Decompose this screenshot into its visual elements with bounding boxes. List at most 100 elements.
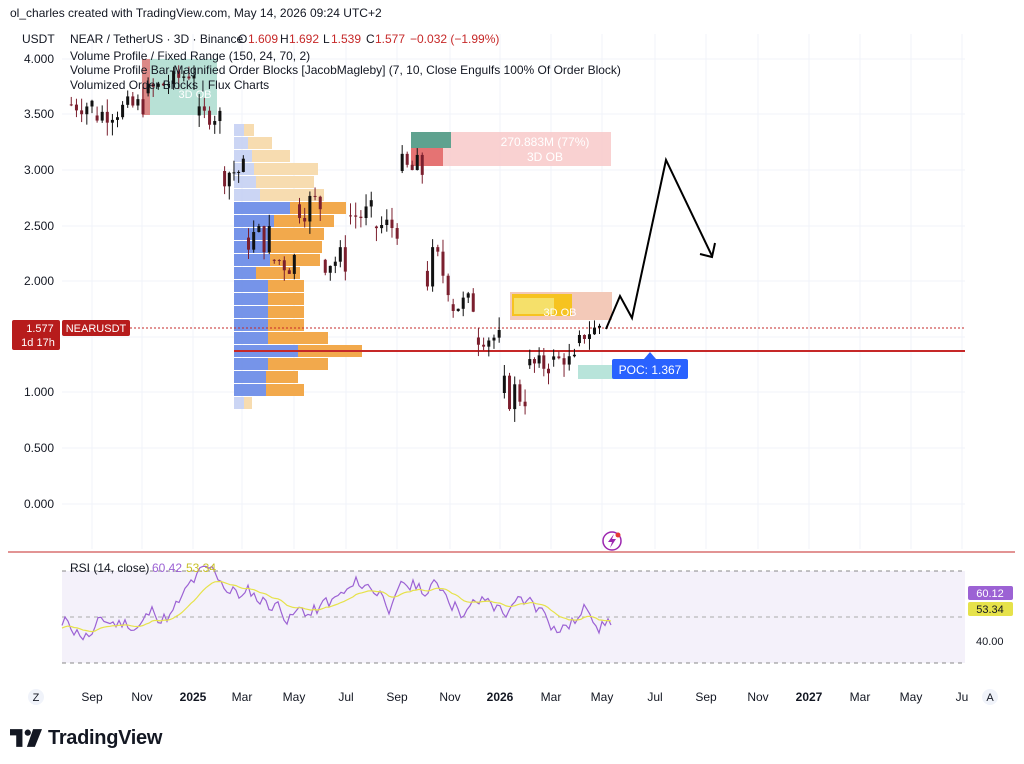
tradingview-logo: TradingView [10, 726, 162, 750]
order-block-low [578, 365, 614, 379]
candle-body [167, 83, 170, 86]
candle-body [237, 171, 241, 173]
candle-body [415, 154, 419, 171]
order-block-top-sub: 3D OB [527, 150, 563, 164]
candle-body [318, 196, 322, 210]
candle-body [436, 247, 440, 252]
candle-body [567, 356, 571, 365]
auto-scale-button[interactable]: A [982, 689, 998, 705]
order-blocks: 3D OB 270.883M (77%) 3D OB 3D OB [142, 59, 614, 379]
price-tick-3500: 3.500 [24, 107, 54, 121]
svg-text:40.00: 40.00 [976, 636, 1004, 648]
candle-body [395, 228, 399, 239]
candle-body [303, 217, 307, 222]
candle-body [308, 195, 312, 222]
candle-body [105, 111, 109, 123]
price-tick-4000: 4.000 [24, 52, 54, 66]
candlestick-series [69, 65, 601, 422]
candle-body [247, 237, 251, 250]
order-block-mid-label: 3D OB [543, 307, 576, 319]
candle-body [577, 334, 581, 344]
svg-text:POC: 1.367: POC: 1.367 [619, 363, 682, 377]
svg-text:Nov: Nov [439, 690, 460, 704]
price-tick-2000: 2.000 [24, 274, 54, 288]
candle-body [552, 356, 556, 360]
time-zoom-left-button[interactable]: Z [28, 689, 44, 705]
candle-body [197, 106, 201, 116]
svg-text:May: May [283, 690, 306, 704]
candle-body [446, 275, 450, 296]
svg-text:Jul: Jul [647, 690, 662, 704]
svg-text:Mar: Mar [850, 690, 871, 704]
candle-body [131, 96, 135, 106]
price-tick-0000: 0.000 [24, 497, 54, 511]
candle-body [492, 337, 496, 341]
candle-body [380, 225, 384, 229]
candle-body [136, 99, 140, 106]
candle-body [502, 375, 506, 393]
svg-text:1.539: 1.539 [331, 32, 361, 46]
candle-body [262, 226, 266, 253]
candle-body [69, 104, 73, 106]
price-axis-currency: USDT [22, 32, 55, 46]
candle-body [313, 195, 317, 197]
candle-body [192, 75, 196, 79]
poc-badge: POC: 1.367 [612, 352, 688, 379]
order-block-left-label: 3D OB [178, 89, 211, 101]
svg-text:Mar: Mar [541, 690, 562, 704]
candle-body [287, 270, 291, 274]
candle-body [146, 83, 150, 94]
candle-body [425, 270, 429, 287]
candle-body [100, 111, 104, 121]
candle-body [74, 104, 78, 111]
candle-body [587, 334, 591, 339]
svg-text:1.577: 1.577 [26, 323, 54, 335]
candle-body [182, 76, 186, 78]
current-price-tag: 1.577 1d 17h NEARUSDT [12, 320, 130, 350]
candle-body [390, 219, 394, 229]
candle-body [257, 226, 261, 232]
candle-body [338, 247, 342, 262]
candle-body [227, 172, 231, 187]
time-axis: Sep Nov 2025 Mar May Jul Sep Nov 2026 Ma… [81, 690, 968, 704]
candle-body [80, 110, 84, 115]
candle-body [482, 344, 486, 347]
svg-text:1.577: 1.577 [375, 32, 405, 46]
candle-body [374, 226, 378, 229]
tradingview-brand-name: TradingView [48, 726, 163, 749]
chart-canvas[interactable]: USDT 4.000 3.500 3.000 2.500 2.000 1.000… [0, 24, 1024, 714]
candle-body [562, 358, 566, 365]
svg-text:Ju: Ju [956, 690, 969, 704]
candle-body [156, 83, 160, 87]
candle-body [151, 83, 155, 87]
svg-text:2026: 2026 [487, 690, 514, 704]
svg-text:A: A [986, 692, 994, 704]
candle-body [343, 247, 347, 272]
event-marker-icon[interactable] [602, 531, 622, 551]
candle-body [323, 259, 327, 273]
candle-body [161, 83, 165, 86]
candle-body [532, 359, 536, 364]
svg-text:1d 17h: 1d 17h [21, 337, 55, 349]
candle-body [385, 219, 389, 226]
candle-body [456, 308, 460, 311]
tradingview-logo-icon [10, 729, 42, 747]
svg-text:H: H [280, 32, 289, 46]
svg-text:C: C [366, 32, 375, 46]
projection-path [605, 156, 716, 330]
candle-body [213, 121, 217, 125]
svg-text:Sep: Sep [81, 690, 103, 704]
candle-body [172, 71, 176, 84]
svg-text:Z: Z [33, 692, 40, 704]
candle-body [116, 117, 119, 120]
candle-body [223, 171, 227, 187]
candle-body [546, 368, 550, 374]
candle-body [497, 329, 501, 338]
candle-body [354, 215, 358, 217]
svg-text:Volume Profile Bar-Magnified O: Volume Profile Bar-Magnified Order Block… [70, 63, 621, 77]
candle-body [523, 401, 527, 407]
svg-text:53.34: 53.34 [186, 561, 216, 575]
candle-body [241, 158, 245, 172]
candle-body [542, 355, 546, 369]
svg-text:2025: 2025 [180, 690, 207, 704]
